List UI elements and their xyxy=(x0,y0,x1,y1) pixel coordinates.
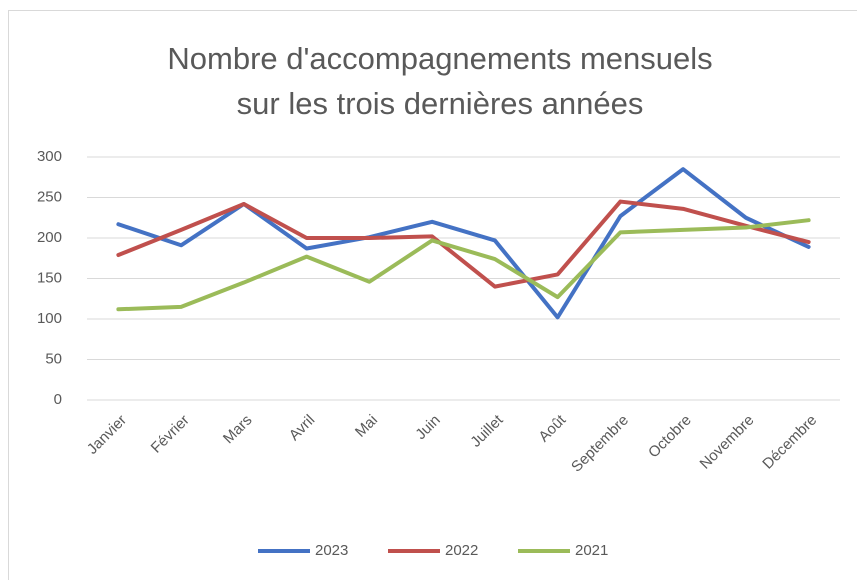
x-tick-label: Février xyxy=(148,412,193,457)
y-tick-label: 150 xyxy=(37,269,62,286)
series-line xyxy=(116,167,811,320)
x-tick-label: Juillet xyxy=(467,411,507,451)
series-line xyxy=(116,218,811,312)
y-tick-label: 300 xyxy=(37,148,62,165)
x-tick-label: Septembre xyxy=(568,412,632,476)
legend-label: 2023 xyxy=(315,542,348,559)
chart-frame xyxy=(8,10,857,580)
x-tick-label: Mars xyxy=(220,412,256,448)
x-tick-label: Août xyxy=(535,411,569,445)
y-tick-label: 0 xyxy=(54,391,62,408)
x-tick-label: Décembre xyxy=(759,412,820,473)
chart-title: Nombre d'accompagnements mensuels sur le… xyxy=(167,41,713,121)
x-tick-label: Avril xyxy=(286,412,318,444)
x-tick-label: Mai xyxy=(352,412,381,441)
x-tick-label: Novembre xyxy=(697,412,758,473)
y-tick-label: 100 xyxy=(37,310,62,327)
y-tick-label: 50 xyxy=(45,350,62,367)
x-tick-label: Octobre xyxy=(645,412,695,462)
y-tick-label: 250 xyxy=(37,188,62,205)
series-line xyxy=(116,199,811,289)
x-tick-label: Juin xyxy=(412,412,443,443)
legend-label: 2021 xyxy=(575,542,608,559)
legend-label: 2022 xyxy=(445,542,478,559)
y-tick-label: 200 xyxy=(37,229,62,246)
x-tick-label: Janvier xyxy=(84,412,130,458)
